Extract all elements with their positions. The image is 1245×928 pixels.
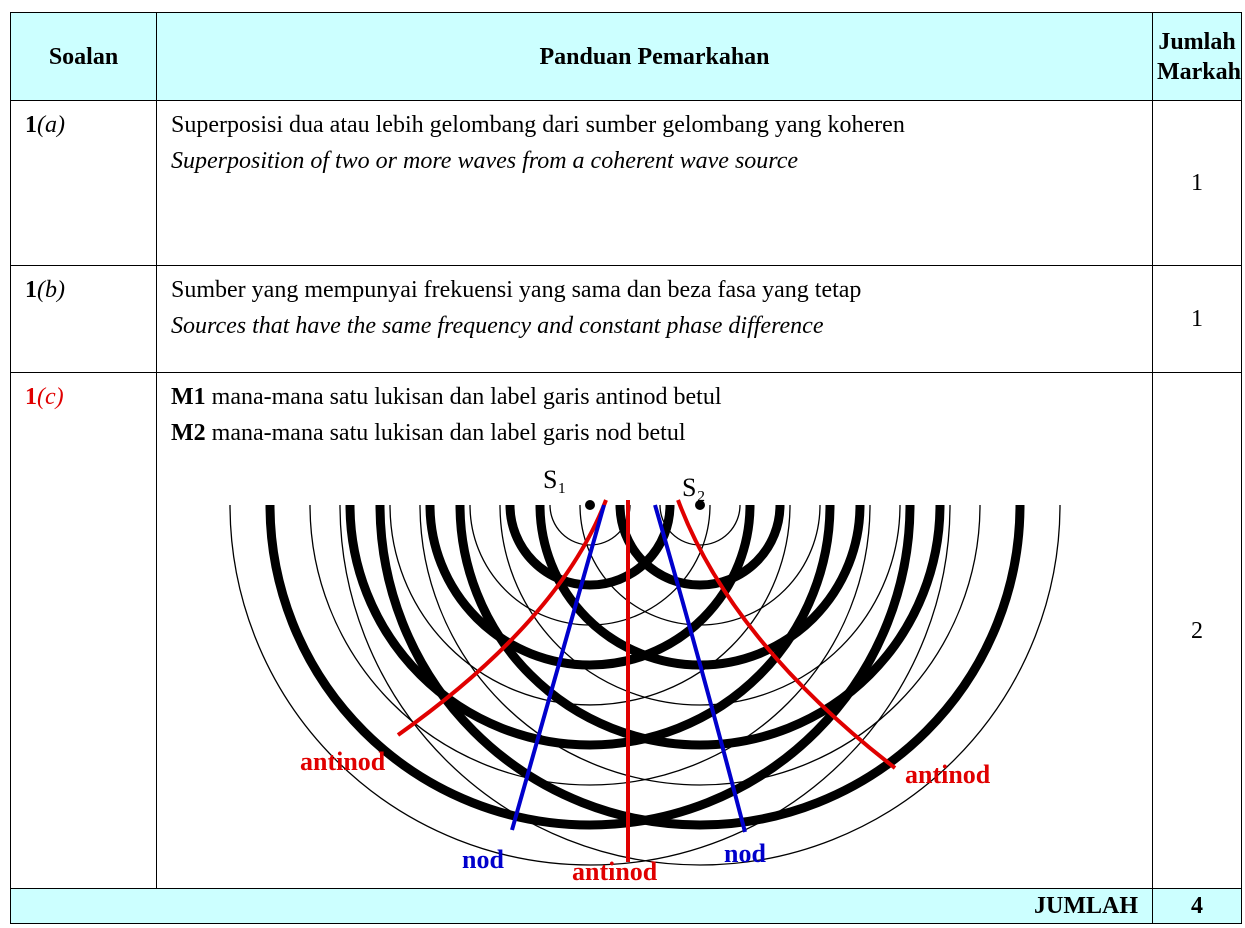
line-label: antinod [300, 747, 386, 776]
line-label: antinod [572, 857, 658, 886]
wavefront [340, 505, 1060, 865]
wavefront [500, 505, 900, 705]
line-label: nod [724, 839, 766, 868]
source-label: S₂ [682, 473, 706, 502]
line-label: antinod [905, 760, 991, 789]
source-dot [585, 500, 595, 510]
source-label: S₁ [543, 465, 567, 494]
wavefront [580, 505, 820, 625]
page: Soalan Panduan Pemarkahan Jumlah Markah … [0, 0, 1245, 928]
interference-diagram: S₁ S₂ antinod nod antinod nod antinod [0, 0, 1245, 928]
line-label: nod [462, 845, 504, 874]
